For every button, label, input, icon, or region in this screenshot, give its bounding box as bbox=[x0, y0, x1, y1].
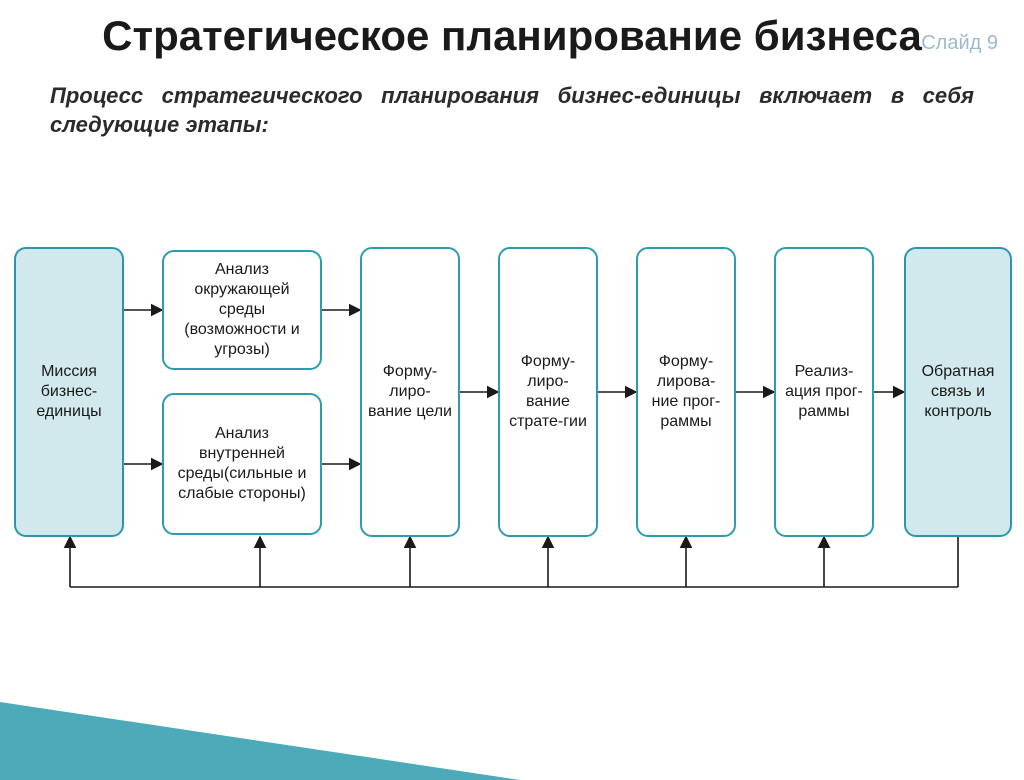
flow-node: Миссия бизнес-единицы bbox=[14, 247, 124, 537]
flowchart-diagram: Миссия бизнес-единицы Анализ окружающей с… bbox=[0, 242, 1024, 662]
page-title: Стратегическое планирование бизнеса bbox=[0, 12, 1024, 60]
flow-node: Анализ окружающей среды (возможности и у… bbox=[162, 250, 322, 370]
flow-node: Реализ-ация прог-раммы bbox=[774, 247, 874, 537]
slide-number: Слайд 9 bbox=[921, 32, 998, 55]
decorative-triangle bbox=[0, 702, 520, 780]
flow-node: Обратная связь и контроль bbox=[904, 247, 1012, 537]
flow-node: Форму-лирова-ние прог-раммы bbox=[636, 247, 736, 537]
flow-node: Анализ внутренней среды(сильные и слабые… bbox=[162, 393, 322, 535]
flow-node: Форму-лиро-вание страте-гии bbox=[498, 247, 598, 537]
subtitle: Процесс стратегического планирования биз… bbox=[50, 82, 974, 139]
flow-node: Форму-лиро-вание цели bbox=[360, 247, 460, 537]
